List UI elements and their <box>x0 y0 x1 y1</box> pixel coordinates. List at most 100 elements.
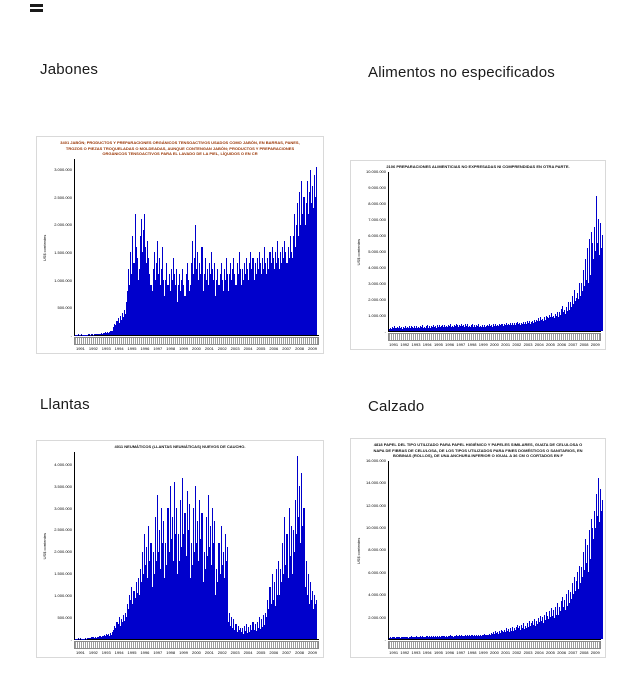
bar <box>577 572 579 639</box>
y-tick-label: - <box>70 637 72 642</box>
bar <box>132 604 134 639</box>
bar <box>136 593 138 639</box>
bar <box>554 617 555 639</box>
bar <box>548 318 550 331</box>
x-year-label: 1997 <box>456 342 466 347</box>
bar <box>139 569 141 639</box>
bar <box>172 560 174 639</box>
bar <box>404 325 406 331</box>
bar <box>445 636 447 639</box>
plot-area <box>74 451 319 640</box>
x-year-label: 2007 <box>568 650 578 655</box>
bar <box>487 325 489 331</box>
bar <box>299 486 301 639</box>
bar <box>406 636 408 639</box>
x-year-label: 2004 <box>243 346 253 351</box>
bar <box>92 333 94 335</box>
bar <box>567 311 569 331</box>
bar <box>155 263 157 335</box>
chart-body: US$ corrientes 1.000.000 2.000.000 3.000.0… <box>355 169 603 334</box>
bar <box>575 581 577 639</box>
bar <box>435 327 437 331</box>
bar <box>553 610 554 639</box>
bar <box>140 582 142 639</box>
bar <box>291 573 293 639</box>
bar <box>524 322 526 331</box>
bar <box>237 274 239 335</box>
bar <box>481 325 483 331</box>
bar <box>478 324 479 331</box>
bar <box>523 623 524 639</box>
bar <box>504 323 506 331</box>
bar <box>272 599 274 639</box>
bar <box>551 313 553 331</box>
bar <box>518 628 520 639</box>
bar <box>150 543 152 639</box>
bar <box>449 326 450 331</box>
bar <box>494 323 496 331</box>
bar <box>525 627 527 639</box>
x-year-label: 2005 <box>545 650 555 655</box>
bar <box>428 327 430 331</box>
bar <box>578 299 580 331</box>
bar <box>436 325 438 331</box>
bar <box>152 551 154 639</box>
bar <box>250 625 252 639</box>
bar <box>118 617 120 639</box>
x-year-label: 2006 <box>557 650 567 655</box>
bar <box>270 263 272 335</box>
bar <box>221 279 223 335</box>
bar <box>308 604 310 639</box>
bar <box>285 252 287 335</box>
bar <box>417 637 419 639</box>
bar <box>491 633 493 639</box>
bar <box>563 311 565 331</box>
bar <box>520 629 522 639</box>
bar <box>240 285 242 335</box>
x-year-label: 1993 <box>101 650 111 655</box>
bar <box>484 327 486 331</box>
plot-area <box>74 158 319 336</box>
bar <box>92 637 94 639</box>
bar <box>568 590 569 639</box>
bar <box>535 625 537 639</box>
bar <box>156 495 158 639</box>
x-year-label: 2005 <box>256 346 266 351</box>
bar <box>131 274 133 335</box>
bar <box>512 324 514 331</box>
bar <box>500 323 502 331</box>
bar <box>428 636 430 639</box>
x-year-label: 1995 <box>127 346 137 351</box>
bar <box>88 334 90 335</box>
bar <box>239 628 241 639</box>
bar <box>165 279 167 335</box>
bar <box>190 263 192 335</box>
bar <box>179 560 181 639</box>
bar <box>467 326 469 331</box>
x-year-label: 1991 <box>389 342 399 347</box>
bar <box>514 630 516 639</box>
bar <box>451 325 453 331</box>
bar <box>222 551 224 639</box>
x-year-label: 2008 <box>295 346 305 351</box>
bar <box>298 516 300 639</box>
bar <box>471 635 473 639</box>
bar <box>242 279 244 335</box>
x-year-label: 1997 <box>153 346 163 351</box>
bar <box>207 495 209 639</box>
bar <box>404 637 405 639</box>
bar <box>563 606 565 639</box>
bar <box>471 326 473 331</box>
bar <box>587 283 589 331</box>
bar <box>567 605 569 639</box>
bar <box>256 257 258 335</box>
x-year-label: 2009 <box>590 650 600 655</box>
bar <box>573 289 575 331</box>
x-year-label: 2006 <box>269 346 279 351</box>
bar <box>78 638 80 639</box>
y-tick-label: 1.000.000 <box>368 312 386 318</box>
bar <box>408 636 410 639</box>
bar <box>296 224 298 335</box>
chart-body: US$ corrientes 2.000.000 4.000.000 6.000.0… <box>355 458 603 642</box>
bar <box>175 508 177 639</box>
